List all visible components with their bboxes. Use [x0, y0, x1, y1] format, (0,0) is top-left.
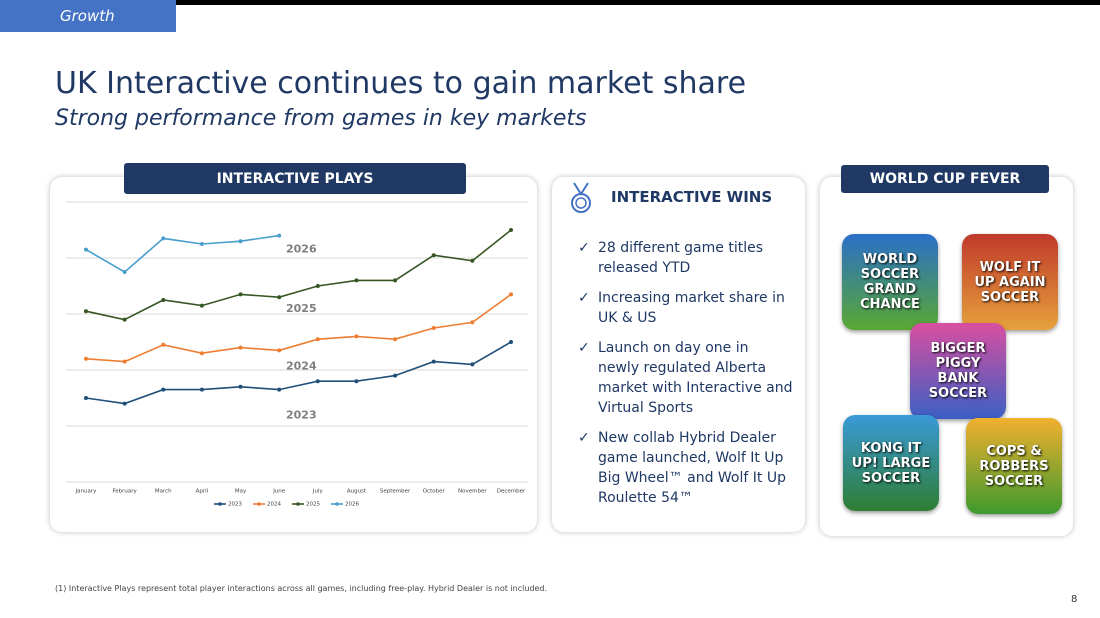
- series-line: [85, 234, 280, 273]
- wins-item: 28 different game titles released YTD: [578, 238, 793, 278]
- data-point: [431, 253, 436, 258]
- world-cup-title: WORLD CUP FEVER: [841, 165, 1049, 193]
- game-tile: WOLF IT UP AGAIN SOCCER: [962, 234, 1058, 330]
- data-point: [84, 247, 88, 252]
- x-tick-label: April: [196, 489, 209, 495]
- x-tick-label: May: [235, 489, 247, 495]
- data-point: [315, 284, 320, 288]
- data-point: [238, 292, 243, 297]
- data-point: [431, 359, 436, 364]
- series-label: 2025: [286, 302, 317, 315]
- data-point: [161, 298, 166, 302]
- wins-item: Increasing market share in UK & US: [578, 288, 793, 328]
- data-point: [238, 384, 243, 389]
- data-point: [238, 239, 243, 244]
- data-point: [509, 340, 513, 344]
- data-point: [393, 373, 398, 378]
- x-tick-label: January: [75, 489, 98, 495]
- data-point: [122, 270, 127, 274]
- data-point: [84, 309, 88, 314]
- top-bar: [0, 0, 1100, 5]
- page-number: 8: [1071, 594, 1078, 605]
- data-point: [199, 303, 204, 308]
- chart-panel: [50, 177, 537, 532]
- data-point: [354, 379, 359, 384]
- data-point: [315, 337, 320, 342]
- data-point: [199, 387, 204, 392]
- x-tick-label: September: [380, 489, 411, 495]
- data-point: [122, 359, 127, 364]
- series-line: [85, 293, 512, 363]
- data-point: [470, 320, 475, 325]
- legend-dot: [257, 502, 261, 506]
- wins-item: New collab Hybrid Dealer game launched, …: [578, 428, 793, 508]
- series-label: 2024: [286, 359, 317, 372]
- data-point: [122, 401, 127, 406]
- game-tile: KONG IT UP! LARGE SOCCER: [843, 415, 939, 511]
- data-point: [161, 236, 166, 241]
- wins-list: 28 different game titles released YTD In…: [578, 238, 793, 518]
- legend-label: 2024: [267, 502, 281, 508]
- legend-dot: [335, 502, 339, 506]
- legend-label: 2026: [345, 502, 359, 508]
- x-tick-label: August: [347, 489, 367, 495]
- legend-label: 2025: [306, 502, 320, 508]
- game-tile: COPS & ROBBERS SOCCER: [966, 418, 1062, 514]
- data-point: [315, 379, 320, 384]
- wins-title: INTERACTIVE WINS: [611, 188, 773, 206]
- data-point: [470, 258, 475, 263]
- data-point: [277, 295, 282, 300]
- x-tick-label: December: [497, 489, 526, 495]
- chart-header: [124, 163, 466, 194]
- series-line: [85, 341, 512, 405]
- data-point: [122, 317, 127, 322]
- section-tag: Growth: [0, 0, 176, 32]
- data-point: [84, 356, 88, 361]
- series-line: [85, 229, 512, 321]
- legend-dot: [296, 502, 300, 506]
- data-point: [277, 387, 282, 392]
- data-point: [354, 278, 359, 283]
- data-point: [84, 396, 88, 400]
- data-point: [199, 351, 204, 356]
- legend-label: 2023: [228, 502, 242, 508]
- footnote: (1) Interactive Plays represent total pl…: [55, 584, 548, 593]
- wins-item: Launch on day one in newly regulated Alb…: [578, 338, 793, 418]
- x-tick-label: February: [112, 489, 137, 495]
- x-tick-label: November: [458, 489, 487, 495]
- legend-dot: [218, 502, 222, 506]
- x-tick-label: June: [272, 489, 286, 495]
- chart-title: INTERACTIVE PLAYS: [217, 171, 374, 187]
- medal-icon: [571, 182, 591, 213]
- data-point: [238, 345, 243, 350]
- data-point: [277, 233, 282, 238]
- x-tick-label: July: [312, 489, 324, 495]
- x-tick-label: March: [155, 489, 172, 495]
- data-point: [393, 278, 398, 283]
- game-tile: WORLD SOCCER GRAND CHANCE: [842, 234, 938, 330]
- data-point: [277, 348, 282, 353]
- game-tile: BIGGER PIGGY BANK SOCCER: [910, 323, 1006, 419]
- series-label: 2023: [286, 409, 317, 422]
- data-point: [431, 326, 436, 330]
- x-tick-label: October: [423, 489, 446, 495]
- data-point: [161, 387, 166, 392]
- data-point: [393, 337, 398, 342]
- data-point: [161, 342, 166, 347]
- data-point: [509, 292, 513, 297]
- data-point: [354, 334, 359, 339]
- slide-subtitle: Strong performance from games in key mar…: [55, 106, 587, 131]
- data-point: [199, 242, 204, 246]
- data-point: [509, 228, 513, 232]
- series-label: 2026: [286, 243, 317, 256]
- data-point: [470, 362, 475, 367]
- slide-title: UK Interactive continues to gain market …: [55, 66, 747, 101]
